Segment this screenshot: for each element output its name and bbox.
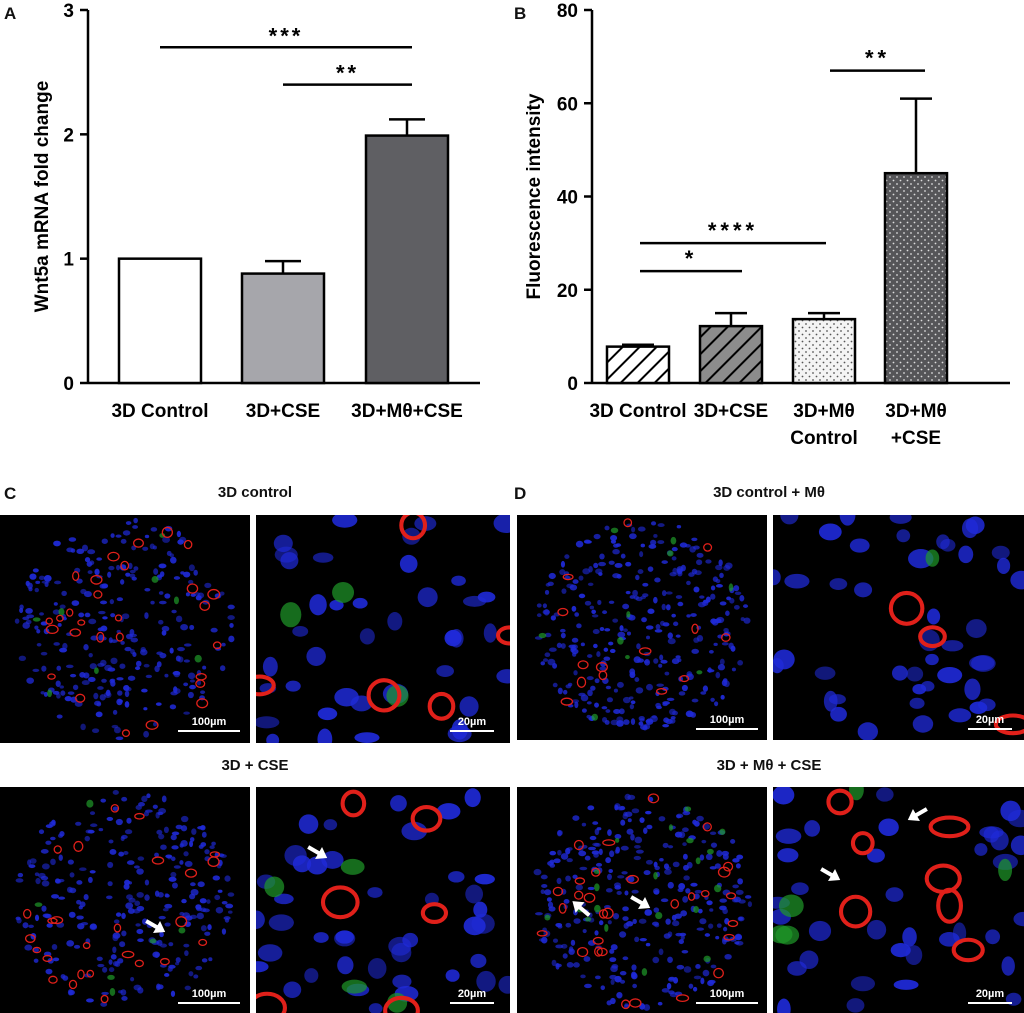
micrograph-d-bottom-overview [517,787,767,1013]
y-tick-label: 80 [557,1,578,22]
x-tick-label: 3D Control [111,401,208,422]
scale-bar-c-bottom-overview: 100µm [178,988,240,1004]
micrograph-d-top-overview [517,515,767,740]
y-tick-label: 0 [567,374,578,395]
y-tick-label: 60 [557,94,578,115]
micrograph-d-top-zoom [773,515,1024,740]
bar [883,171,949,385]
panel-letter-d: D [514,484,527,503]
x-tick-label: 3D+CSE [246,401,320,422]
micrograph-image [533,793,753,1011]
bar [240,272,326,385]
scale-bar-c-top-zoom: 20µm [450,716,494,732]
micrograph-image [256,788,510,1013]
y-tick-label: 20 [557,281,578,302]
bar [791,317,857,385]
x-tick-label: 3D Control [589,401,686,422]
micrograph-title-c-top: 3D control [217,484,293,501]
panel-letter-b: B [514,4,527,23]
micrograph-title-d-bottom: 3D + Mθ + CSE [716,757,822,774]
significance-label: ** [336,61,359,86]
panel-letter-c: C [4,484,17,503]
bar [605,345,671,385]
bar [364,134,450,385]
y-tick-label: 2 [63,125,74,146]
scale-bar-d-bottom-zoom: 20µm [968,988,1012,1004]
arrow-icon [907,807,928,822]
scale-bar-c-bottom-zoom: 20µm [450,988,494,1004]
panel-letter-a: A [4,4,17,23]
micrograph-image [256,515,510,743]
y-axis-label: Fluorescence intensity [524,93,545,299]
micrograph-image [773,787,1024,1013]
x-tick-label: 3D+Mθ [885,401,946,422]
chart-a-wnt5a: 0 1 2 3 Wnt5a mRNA fold change 3D Control 3D+C… [32,1,480,422]
arrow-icon [630,895,651,910]
y-tick-label: 40 [557,188,578,209]
micrograph-c-top-overview [0,515,250,743]
micrograph-image [15,789,235,1007]
scale-bar-d-bottom-overview: 100µm [696,988,758,1004]
chart-b-fluorescence: 0 20 40 60 80 Fluorescence intensity 3D Contro… [524,1,1010,449]
scale-bar-d-top-zoom: 20µm [968,714,1012,730]
x-tick-label: 3D+Mθ+CSE [351,401,463,422]
arrow-icon [145,919,166,934]
micrograph-title-c-bottom: 3D + CSE [221,757,289,774]
significance-label: **** [708,218,758,243]
significance-label: ** [865,46,890,71]
y-tick-label: 3 [63,1,74,22]
x-tick-label: Control [790,428,858,449]
scale-bar-c-top-overview: 100µm [178,716,240,732]
arrow-icon [307,845,328,860]
micrograph-image [773,515,1024,740]
y-axis-label: Wnt5a mRNA fold change [32,81,53,313]
bar [698,324,764,385]
micrograph-c-top-zoom [256,515,510,743]
y-tick-label: 0 [63,374,74,395]
micrograph-title-d-top: 3D control + Mθ [713,484,825,501]
micrograph-d-bottom-zoom [773,787,1024,1013]
significance-label: *** [269,23,304,48]
micrograph-image [534,518,751,731]
y-tick-label: 1 [63,250,74,271]
micrograph-c-bottom-overview [0,787,250,1013]
scale-bar-d-top-overview: 100µm [696,714,758,730]
arrow-icon [820,867,841,882]
micrograph-image [14,517,235,741]
bar [117,257,203,385]
significance-label: * [685,246,698,271]
micrograph-c-bottom-zoom [256,787,510,1013]
x-tick-label: +CSE [891,428,941,449]
x-tick-label: 3D+Mθ [793,401,854,422]
arrow-icon [572,901,591,917]
x-tick-label: 3D+CSE [694,401,768,422]
